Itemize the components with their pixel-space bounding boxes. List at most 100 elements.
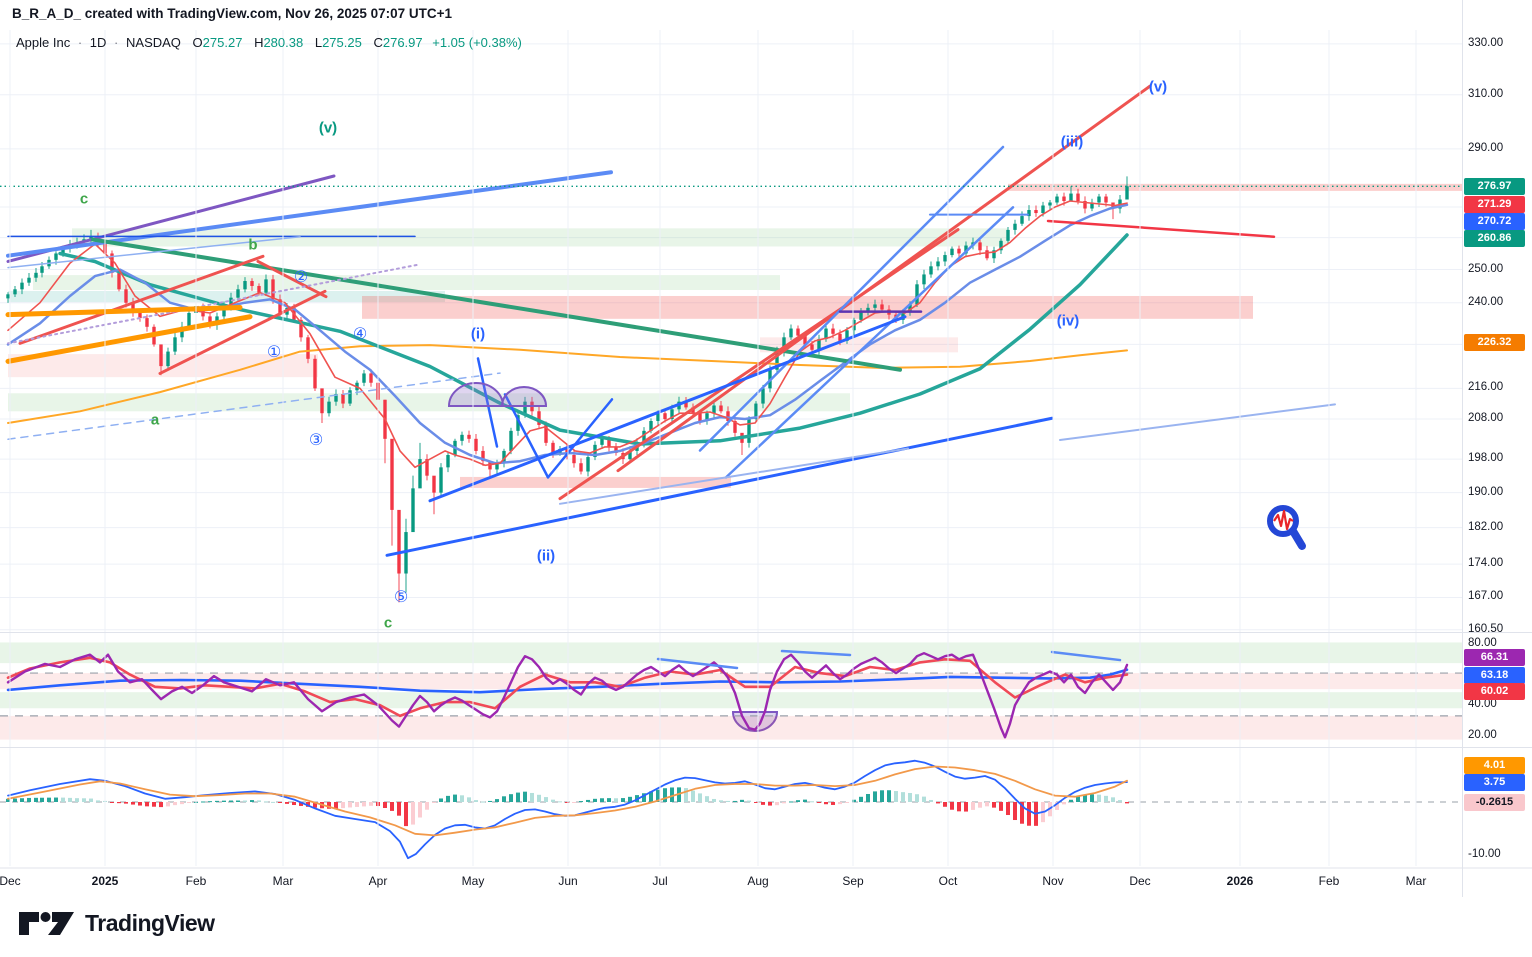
macd-histogram-bar: [292, 802, 296, 806]
candle: [957, 248, 961, 254]
pulse-line-icon: [1273, 509, 1294, 531]
interval-label[interactable]: 1D: [89, 35, 107, 50]
candle: [719, 405, 723, 412]
candle: [1069, 193, 1073, 202]
candle: [1062, 196, 1066, 202]
candle: [6, 294, 10, 299]
macd-histogram-bar: [572, 802, 576, 803]
candle: [208, 316, 212, 326]
main-pane[interactable]: [0, 43, 1462, 631]
open-value: 275.27: [202, 35, 243, 50]
trendline: [503, 393, 550, 479]
trendline: [1046, 219, 1276, 238]
price-zone: [33, 275, 780, 290]
macd-histogram-bar: [439, 798, 443, 802]
candle: [418, 459, 422, 489]
candle: [670, 409, 674, 420]
open-label: O: [192, 35, 203, 50]
macd-histogram-bar: [901, 792, 905, 802]
macd-histogram-bar: [670, 787, 674, 802]
trendline: [7, 235, 301, 269]
macd-histogram-bar: [355, 802, 359, 807]
macd-histogram-bar: [915, 794, 919, 802]
macd-histogram-bar: [607, 798, 611, 802]
macd-histogram-bar: [600, 798, 604, 802]
close-label: C: [373, 35, 383, 50]
change-value: +1.05 (+0.38%): [432, 35, 522, 50]
macd-histogram-bar: [495, 799, 499, 802]
tradingview-logo[interactable]: TradingView: [18, 910, 215, 937]
candle: [873, 304, 877, 308]
candle: [614, 446, 618, 453]
macd-pane[interactable]: [0, 759, 1462, 860]
macd-histogram-bar: [614, 798, 618, 802]
candle: [1090, 202, 1094, 209]
candle: [432, 475, 436, 493]
macd-histogram-bar: [117, 802, 121, 804]
candle: [474, 438, 478, 451]
candle: [523, 401, 527, 416]
magnifier-pulse-sticker[interactable]: [1262, 500, 1308, 554]
candle: [712, 405, 716, 414]
candle: [264, 279, 268, 293]
macd-histogram-bar: [1090, 794, 1094, 802]
candle: [803, 335, 807, 345]
legend-separator: ·: [114, 35, 119, 50]
macd-histogram-bar: [530, 792, 534, 802]
macd-histogram-bar: [950, 802, 954, 810]
candle: [901, 311, 905, 320]
trendline: [546, 398, 614, 479]
candle: [271, 279, 275, 300]
tradingview-logo-icon: [19, 911, 74, 935]
candle: [551, 442, 555, 453]
symbol-name[interactable]: Apple Inc: [16, 35, 71, 50]
candle: [243, 281, 247, 290]
macd-histogram-bar: [796, 800, 800, 802]
price-zone: [1008, 183, 1462, 191]
macd-histogram-bar: [397, 802, 401, 816]
macd-histogram-bar: [432, 802, 436, 803]
candle: [817, 339, 821, 350]
macd-histogram-bar: [852, 799, 856, 802]
macd-histogram-bar: [656, 789, 660, 802]
candle: [838, 333, 842, 341]
macd-histogram-bar: [208, 801, 212, 803]
macd-histogram-bar: [159, 802, 163, 808]
macd-histogram-bar: [404, 802, 408, 827]
candle: [992, 250, 996, 259]
macd-histogram-bar: [1069, 799, 1073, 802]
exchange-label[interactable]: NASDAQ: [126, 35, 181, 50]
macd-histogram-bar: [1055, 802, 1059, 810]
trendline: [5, 304, 243, 318]
rsi-pane[interactable]: [0, 642, 1462, 740]
macd-histogram-bar: [691, 790, 695, 802]
candle: [964, 245, 968, 254]
candle: [908, 304, 912, 312]
macd-histogram-bar: [327, 802, 331, 809]
macd-histogram-bar: [187, 802, 191, 804]
candle: [159, 344, 163, 367]
macd-histogram-bar: [1118, 800, 1122, 802]
macd-histogram-bar: [369, 802, 373, 806]
macd-histogram-bar: [957, 802, 961, 812]
price-zone: [460, 476, 731, 488]
trendline: [91, 237, 902, 372]
macd-histogram-bar: [985, 802, 989, 807]
macd-histogram-bar: [138, 802, 142, 806]
arc-drawing: [500, 386, 548, 407]
candle: [1076, 193, 1080, 202]
macd-histogram-bar: [271, 801, 275, 803]
close-value: 276.97: [382, 35, 423, 50]
macd-histogram-bar: [453, 794, 457, 802]
candle: [824, 328, 828, 340]
macd-histogram-bar: [257, 800, 261, 802]
macd-histogram-bar: [1027, 802, 1031, 826]
macd-histogram-bar: [663, 788, 667, 802]
trendline: [558, 228, 960, 501]
macd-histogram-bar: [418, 802, 422, 818]
macd-histogram-bar: [264, 801, 268, 803]
candle: [397, 509, 401, 574]
candle: [166, 351, 170, 367]
symbol-legend[interactable]: Apple Inc · 1D · NASDAQ O275.27 H280.38 …: [16, 35, 522, 50]
